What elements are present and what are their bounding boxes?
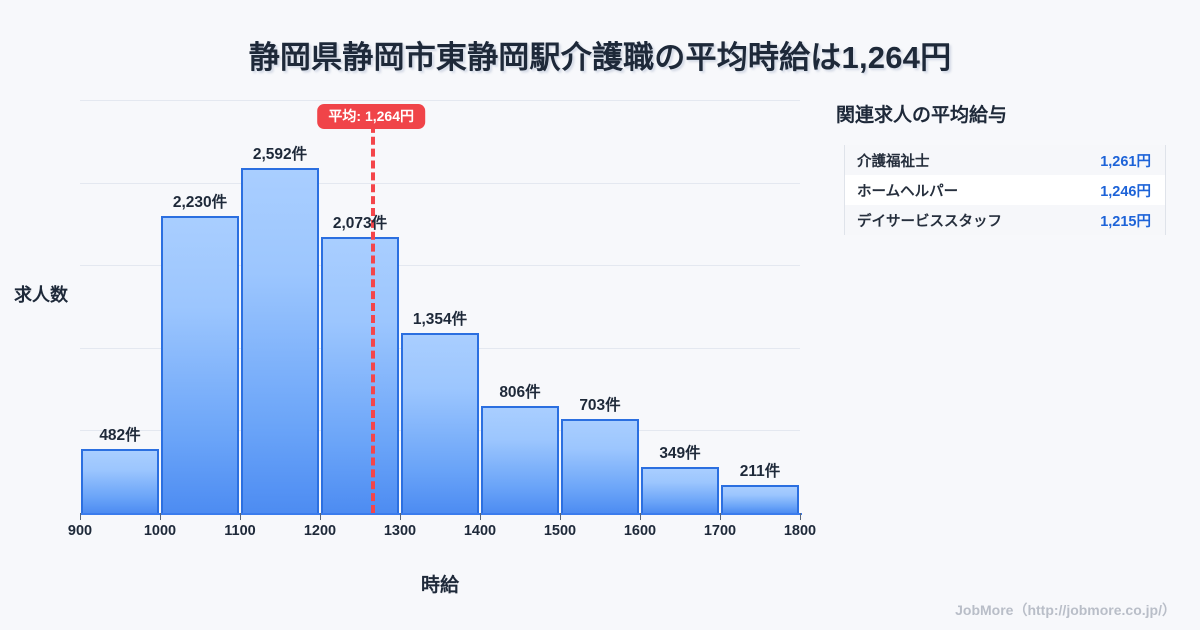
job-title-label: ホームヘルパー [857,183,959,200]
bar-value-label: 2,230件 [172,193,228,211]
table-row[interactable]: デイサービススタッフ 1,215円 [845,205,1165,235]
bar[interactable] [241,167,319,513]
gridline [80,182,800,184]
job-title-label: 介護福祉士 [857,153,930,170]
bar[interactable] [401,332,479,513]
x-axis-label: 時給 [420,575,459,596]
x-axis-tick [160,513,161,520]
gridline [80,100,800,101]
average-line [371,113,376,513]
table-row[interactable]: 介護福祉士 1,261円 [845,145,1165,175]
bar-value-label: 211件 [739,462,781,480]
x-axis-tick-label: 1000 [143,523,177,539]
page-title: 静岡県静岡市東静岡駅介護職の平均時給は1,264円 [248,40,952,75]
bar[interactable] [641,466,719,513]
bar[interactable] [721,484,799,513]
x-axis-tick-label: 1700 [703,523,737,539]
x-axis-tick [240,513,241,520]
table-row[interactable]: ホームヘルパー 1,246円 [845,175,1165,205]
watermark-credit: JobMore（http://jobmore.co.jp/） [955,602,1176,618]
x-axis-tick [480,513,481,520]
bar-value-label: 1,354件 [412,310,468,328]
gridline [80,265,800,267]
bar[interactable] [321,236,399,513]
x-axis-tick-label: 1100 [224,523,256,539]
histogram-chart: 求人数 900 1000 1100 1200 1300 1400 1500 1600 1700 1… [14,100,817,596]
x-axis-tick-label: 1300 [383,523,417,539]
x-axis-tick [400,513,401,520]
x-axis-tick-label: 1200 [303,523,337,539]
x-axis-tick-label: 1400 [463,523,497,539]
job-title-label: デイサービススタッフ [857,213,1002,230]
x-axis-tick [800,513,801,520]
plot-area [80,100,800,513]
related-salary-panel: 関連求人の平均給与 介護福祉士 1,261円ホームヘルパー 1,246円デイサービス… [836,100,1166,235]
average-badge: 平均: 1,264円 [317,104,425,130]
job-wage-value: 1,261円 [1100,153,1151,170]
x-axis-tick-label: 1800 [783,523,817,539]
x-axis-tick [640,513,641,520]
x-axis-tick [320,513,321,520]
y-axis-label: 求人数 [14,285,68,305]
bar[interactable] [561,419,639,513]
x-axis-tick-label: 900 [67,523,93,539]
bar-value-label: 2,073件 [332,214,388,232]
bar-value-label: 349件 [659,444,701,462]
bar[interactable] [161,215,239,513]
bar-value-label: 482件 [99,426,141,444]
bar-value-label: 806件 [499,383,541,401]
job-wage-value: 1,215円 [1100,213,1151,230]
related-salary-heading: 関連求人の平均給与 [836,105,1008,126]
bar[interactable] [481,405,559,513]
x-axis-line [80,513,802,515]
bar-value-label: 703件 [579,397,621,415]
x-axis-tick [80,513,81,520]
x-axis-tick [720,513,721,520]
x-axis-tick [560,513,561,520]
x-axis-tick-label: 1600 [623,523,657,539]
related-salary-table: 介護福祉士 1,261円ホームヘルパー 1,246円デイサービススタッフ 1,215円 [844,145,1166,235]
job-wage-value: 1,246円 [1100,183,1151,200]
x-axis-tick-label: 1500 [543,523,577,539]
bar-value-label: 2,592件 [252,145,308,163]
bar[interactable] [81,448,159,513]
